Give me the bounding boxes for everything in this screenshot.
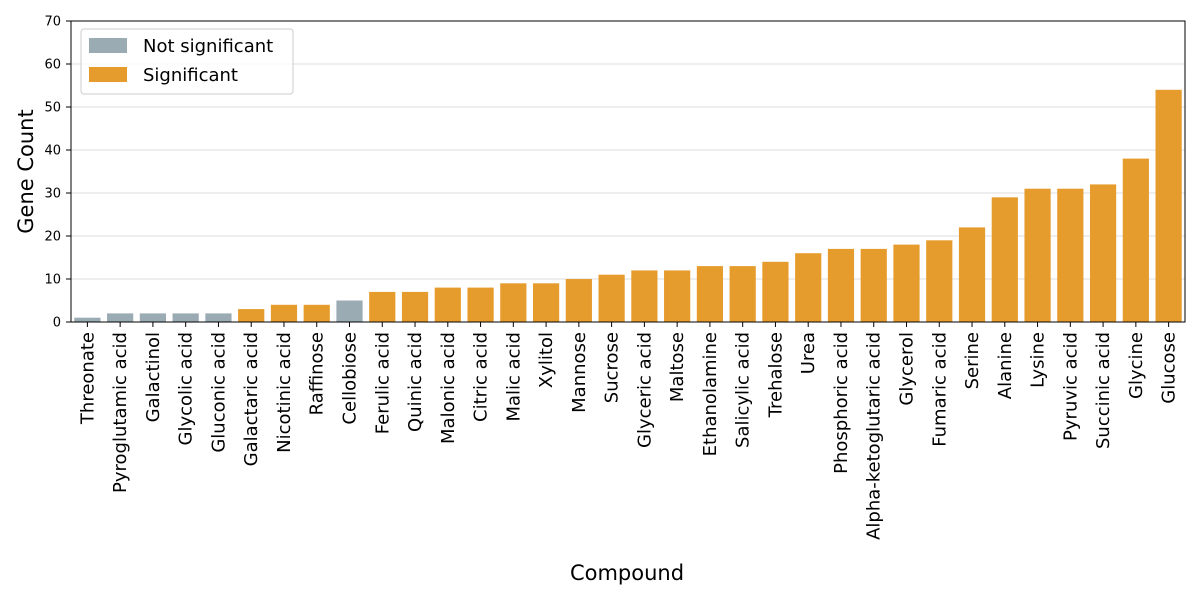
x-tick-label: Glycolic acid xyxy=(176,332,197,445)
bar xyxy=(238,309,265,322)
bar xyxy=(958,227,986,322)
legend: Not significant Significant xyxy=(80,28,294,95)
x-tick-label: Raffinose xyxy=(307,332,328,415)
x-tick-label: Sucrose xyxy=(602,332,623,403)
y-axis-ticks: 0 10 20 30 40 50 60 70 xyxy=(44,15,71,331)
bar xyxy=(696,266,724,322)
y-axis-title: Gene Count xyxy=(14,109,38,233)
bar xyxy=(303,304,330,322)
x-tick-label: Mannose xyxy=(569,332,590,413)
x-tick-label: Ferulic acid xyxy=(372,332,393,434)
x-tick-label: Quinic acid xyxy=(405,332,426,432)
x-tick-label: Fumaric acid xyxy=(929,332,950,447)
bar xyxy=(1057,188,1084,322)
bar xyxy=(139,313,167,322)
x-tick-label: Phosphoric acid xyxy=(831,332,852,474)
x-tick-label: Succinic acid xyxy=(1093,332,1114,449)
bar xyxy=(1155,89,1182,322)
legend-box xyxy=(80,28,294,95)
bar xyxy=(795,253,822,322)
plot-frame xyxy=(70,20,1186,323)
bar xyxy=(1089,184,1117,322)
x-tick-label: Malic acid xyxy=(503,332,524,422)
bar xyxy=(434,287,461,322)
y-tick-label: 20 xyxy=(44,230,61,245)
x-tick-label: Serine xyxy=(962,332,983,389)
bar xyxy=(926,240,953,322)
legend-label-not-significant: Not significant xyxy=(143,36,273,57)
bar xyxy=(205,313,232,322)
bar xyxy=(598,274,625,322)
bar xyxy=(467,287,494,322)
bar xyxy=(270,304,298,322)
x-tick-label: Alanine xyxy=(995,332,1016,399)
y-tick-label: 10 xyxy=(44,273,61,288)
x-tick-label: Pyroglutamic acid xyxy=(110,332,131,493)
bar xyxy=(729,266,756,322)
x-tick-label: Trehalose xyxy=(765,332,786,418)
bar xyxy=(500,283,527,322)
y-tick-label: 40 xyxy=(44,144,61,159)
bar xyxy=(401,291,429,322)
y-tick-label: 70 xyxy=(44,15,61,30)
y-tick-label: 50 xyxy=(44,101,61,116)
legend-label-significant: Significant xyxy=(143,65,238,86)
x-tick-label: Threonate xyxy=(77,332,98,425)
bar xyxy=(369,291,396,322)
y-tick-label: 60 xyxy=(44,58,61,73)
x-tick-label: Ethanolamine xyxy=(700,332,721,456)
bar xyxy=(762,261,789,322)
x-axis-title: Compound xyxy=(570,561,684,585)
bar xyxy=(532,283,560,322)
x-tick-label: Salicylic acid xyxy=(733,332,754,448)
bar xyxy=(631,270,658,322)
x-tick-label: Gluconic acid xyxy=(208,332,229,453)
bar xyxy=(664,270,691,322)
x-tick-label: Citric acid xyxy=(471,332,492,422)
x-tick-label: Glycine xyxy=(1126,332,1147,399)
x-axis-ticks: Threonate Pyroglutamic acid Galactinol Glyc… xyxy=(77,322,1180,540)
bar xyxy=(336,300,363,322)
x-tick-label: Urea xyxy=(798,332,819,374)
x-tick-label: Glucose xyxy=(1159,332,1180,404)
x-tick-label: Malonic acid xyxy=(438,332,459,444)
y-tick-label: 0 xyxy=(53,316,61,331)
bar xyxy=(827,248,855,322)
bar xyxy=(991,197,1018,322)
x-tick-label: Xylitol xyxy=(536,332,557,388)
y-tick-label: 30 xyxy=(44,187,61,202)
x-tick-label: Pyruvic acid xyxy=(1060,332,1081,441)
legend-swatch-not-significant xyxy=(89,38,127,53)
bar xyxy=(860,248,887,322)
legend-swatch-significant xyxy=(89,67,127,82)
bar xyxy=(74,317,101,322)
x-tick-label: Glycerol xyxy=(897,332,918,406)
x-tick-label: Glyceric acid xyxy=(634,332,655,448)
bar xyxy=(172,313,199,322)
x-tick-label: Lysine xyxy=(1028,332,1049,388)
bar xyxy=(107,313,134,322)
x-tick-label: Galactaric acid xyxy=(241,332,262,466)
x-tick-label: Maltose xyxy=(667,332,688,402)
bar xyxy=(1122,158,1149,322)
x-tick-label: Galactinol xyxy=(143,332,164,422)
x-tick-label: Nicotinic acid xyxy=(274,332,295,453)
bars xyxy=(74,89,1182,322)
bar xyxy=(893,244,920,322)
x-tick-label: Cellobiose xyxy=(340,332,361,425)
bar xyxy=(565,279,592,322)
bar xyxy=(1024,188,1051,322)
x-tick-label: Alpha-ketoglutaric acid xyxy=(864,332,885,540)
